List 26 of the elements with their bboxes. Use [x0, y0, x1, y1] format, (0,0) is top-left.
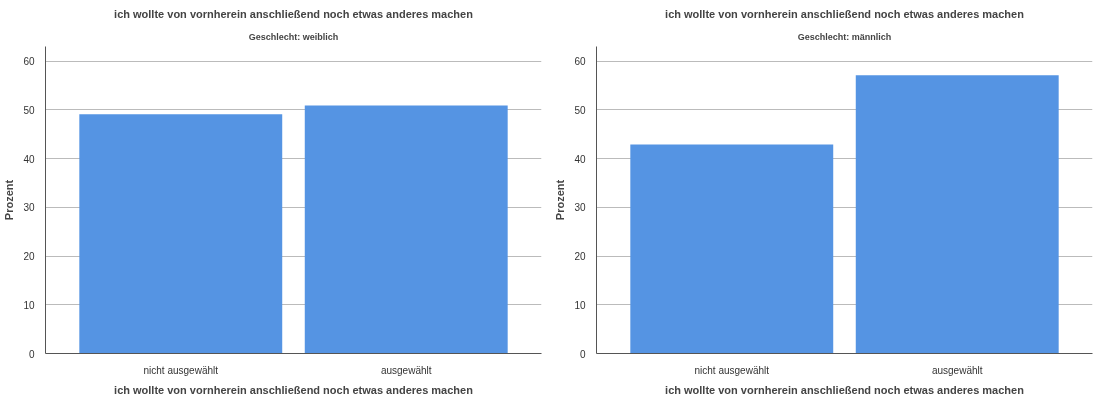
y-tick-label: 60: [574, 56, 586, 68]
y-axis-title: Prozent: [3, 179, 16, 221]
y-tick-label: 10: [574, 299, 586, 311]
x-tick-label: nicht ausgewählt: [143, 364, 219, 376]
y-tick-label: 30: [23, 202, 35, 214]
y-axis-title: Prozent: [554, 179, 567, 221]
y-tick-label: 60: [23, 56, 35, 68]
y-tick-label: 40: [574, 153, 586, 165]
y-tick-label: 30: [574, 202, 586, 214]
y-tick-label: 0: [579, 348, 586, 360]
y-tick-label: 10: [23, 299, 35, 311]
y-tick-label: 20: [23, 251, 35, 263]
x-axis-title: ich wollte von vornherein anschließend noch etwas anderes machen: [665, 383, 1025, 396]
x-axis-title: ich wollte von vornherein anschließend noch etwas anderes machen: [114, 383, 474, 396]
x-tick-label: ausgewählt: [931, 364, 983, 376]
chart-subtitle: Geschlecht: weiblich: [248, 31, 339, 42]
x-tick-label: nicht ausgewählt: [694, 364, 770, 376]
chart-title: ich wollte von vornherein anschließend noch etwas anderes machen: [665, 7, 1025, 20]
y-tick-label: 0: [28, 348, 35, 360]
chart-title: ich wollte von vornherein anschließend noch etwas anderes machen: [114, 7, 474, 20]
chart-subtitle: Geschlecht: männlich: [797, 31, 892, 42]
y-tick-label: 50: [574, 104, 586, 116]
y-tick-label: 20: [574, 251, 586, 263]
y-tick-label: 40: [23, 153, 35, 165]
y-tick-label: 50: [23, 104, 35, 116]
x-tick-label: ausgewählt: [380, 364, 432, 376]
